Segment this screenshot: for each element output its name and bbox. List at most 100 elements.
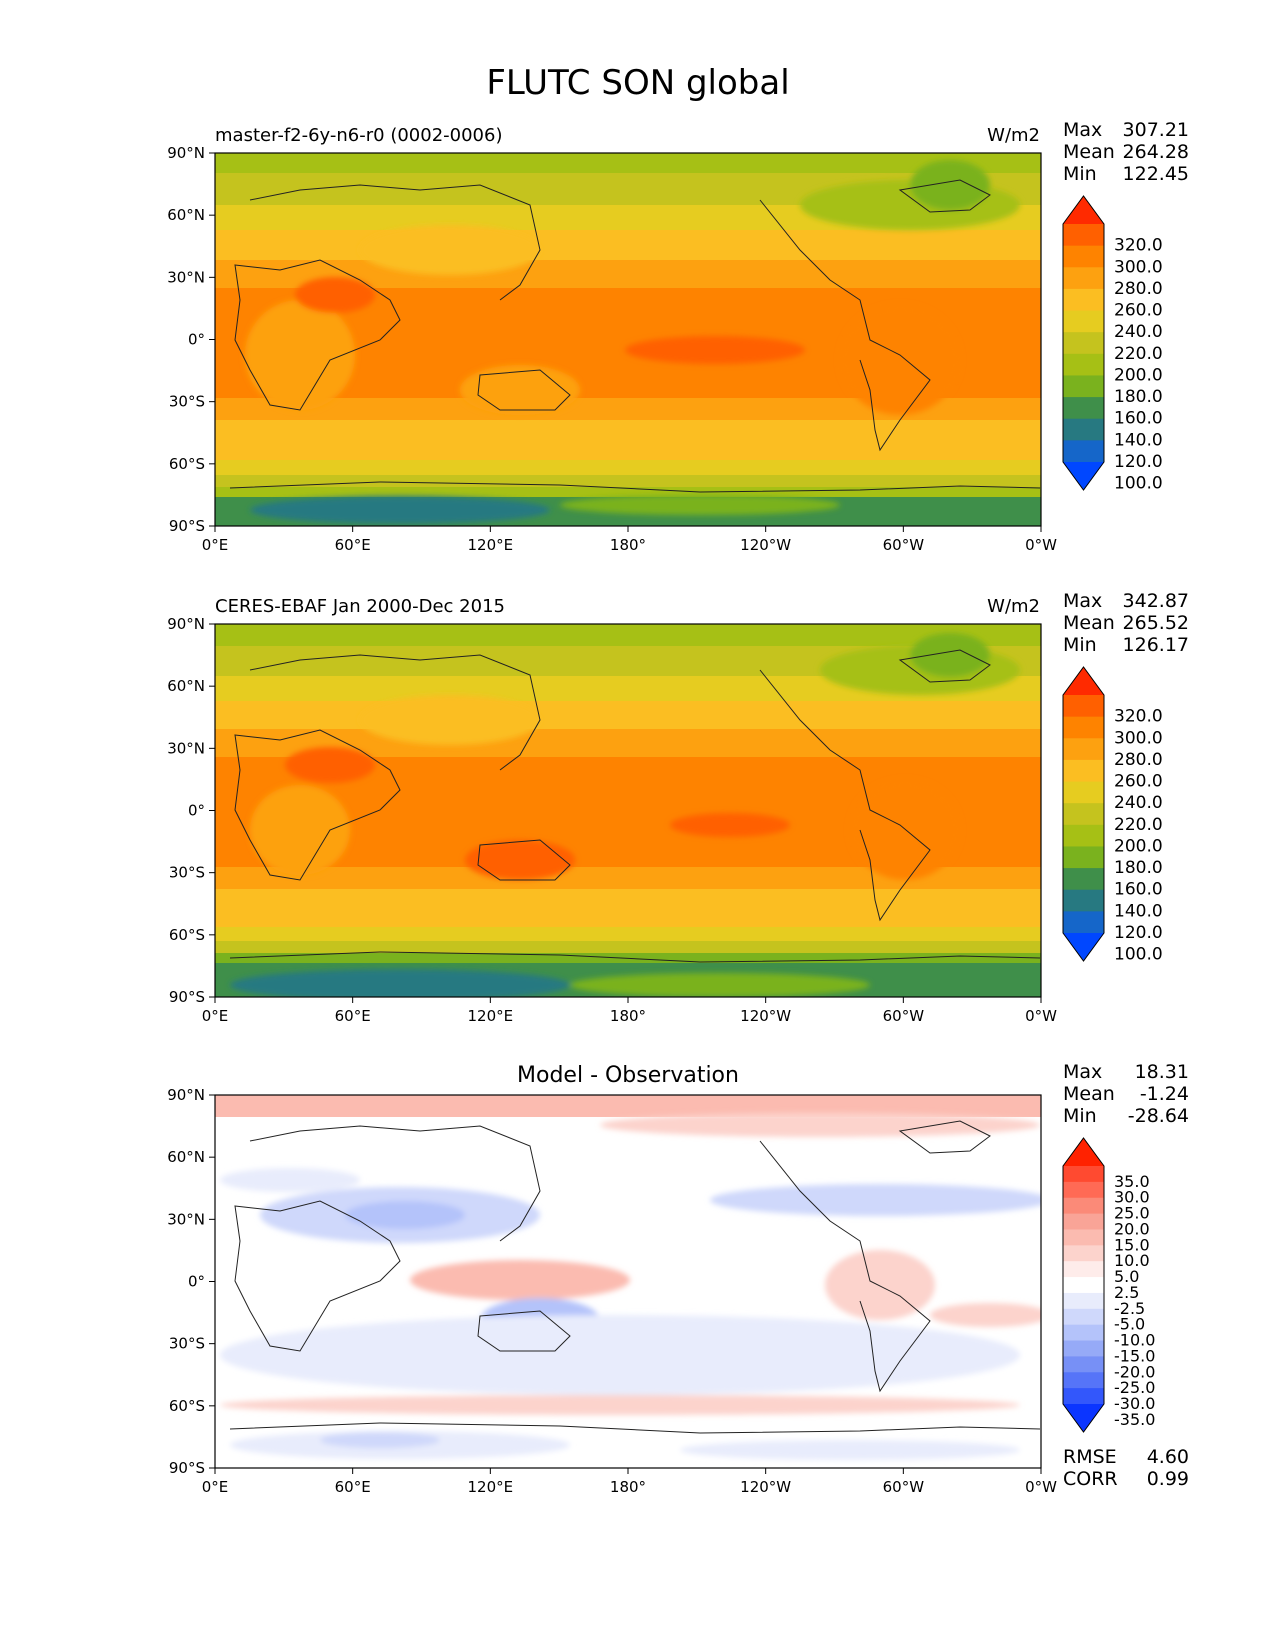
colorbar-segment	[1063, 695, 1104, 718]
y-tick-label: 60°N	[167, 1148, 205, 1166]
x-tick-label: 0°E	[202, 1007, 229, 1025]
stat-value: 307.21	[1123, 119, 1189, 141]
y-tick-label: 60°S	[169, 1397, 205, 1415]
colorbar-segment	[1063, 1197, 1104, 1215]
y-tick-label: 30°N	[167, 739, 205, 757]
colorbar-tick-label: 30.0	[1114, 1188, 1150, 1207]
colorbar-tick-label: 300.0	[1114, 257, 1163, 277]
colorbar-tick-label: 220.0	[1114, 344, 1163, 364]
x-tick-label: 0°E	[202, 536, 229, 554]
x-tick-label: 60°E	[335, 1007, 371, 1025]
colorbar-tick-label: 280.0	[1114, 750, 1163, 770]
figure-title: FLUTC SON global	[486, 63, 789, 103]
colorbar-segment	[1063, 1277, 1104, 1294]
colorbar-segment	[1063, 224, 1104, 247]
colorbar-tick-label: -20.0	[1114, 1362, 1155, 1381]
stat-value: 4.60	[1147, 1446, 1189, 1468]
colorbar-tick-label: 180.0	[1114, 858, 1163, 878]
colorbar-tick-label: -35.0	[1114, 1410, 1155, 1429]
colorbar-tick-label: 200.0	[1114, 365, 1163, 385]
x-tick-label: 0°W	[1025, 536, 1057, 554]
x-tick-label: 120°W	[740, 1478, 791, 1496]
colorbar-upper-extension	[1063, 196, 1104, 224]
colorbar-tick-label: 100.0	[1114, 474, 1163, 494]
x-tick-label: 120°E	[468, 1007, 514, 1025]
colorbar-segment	[1063, 440, 1104, 463]
stat-value: 18.31	[1135, 1061, 1189, 1083]
colorbar-tick-label: 320.0	[1114, 707, 1163, 727]
colorbar-outline	[1062, 666, 1105, 962]
x-tick-label: 0°E	[202, 1478, 229, 1496]
colorbar-segment	[1063, 397, 1104, 420]
stat-value: -28.64	[1128, 1105, 1189, 1127]
colorbar-tick-label: 2.5	[1114, 1283, 1139, 1302]
y-tick-label: 60°S	[169, 455, 205, 473]
colorbar-tick-label: -15.0	[1114, 1346, 1155, 1365]
y-tick-label: 60°N	[167, 206, 205, 224]
colorbar-segment	[1063, 759, 1104, 783]
y-tick-label: 90°N	[167, 1086, 205, 1104]
colorbar-tick-label: 35.0	[1114, 1172, 1150, 1191]
y-tick-label: 0°	[188, 1273, 205, 1291]
colorbar-tick-label: 120.0	[1114, 452, 1163, 472]
x-tick-label: 120°W	[740, 536, 791, 554]
colorbar-tick-label: 220.0	[1114, 815, 1163, 835]
colorbar-tick-label: 15.0	[1114, 1235, 1150, 1254]
colorbar-tick-label: 5.0	[1114, 1267, 1139, 1286]
stat-label: Mean	[1063, 1083, 1115, 1105]
colorbar-tick-label: -25.0	[1114, 1378, 1155, 1397]
colorbar-tick-label: 240.0	[1114, 322, 1163, 342]
colorbar-tick-label: 200.0	[1114, 836, 1163, 856]
colorbar-upper-extension	[1063, 1138, 1104, 1166]
x-tick-label: 180°	[610, 1478, 646, 1496]
x-tick-label: 60°E	[335, 536, 371, 554]
panel-units-obs: W/m2	[987, 596, 1040, 617]
stat-label: CORR	[1063, 1468, 1118, 1490]
y-tick-label: 90°N	[167, 144, 205, 162]
stat-label: Max	[1063, 119, 1102, 141]
colorbar-outline	[1062, 1137, 1105, 1433]
colorbar-outline	[1062, 195, 1105, 491]
colorbar-segment	[1063, 245, 1104, 268]
colorbar-segment	[1063, 353, 1104, 377]
stat-value: 265.52	[1123, 612, 1189, 634]
stat-value: 0.99	[1147, 1468, 1189, 1490]
colorbar-lower-extension	[1063, 1404, 1104, 1432]
x-tick-label: 60°W	[883, 1478, 925, 1496]
colorbar-tick-label: 320.0	[1114, 236, 1163, 256]
x-tick-label: 120°W	[740, 1007, 791, 1025]
colorbar-tick-label: 140.0	[1114, 901, 1163, 921]
colorbar-tick-label: 140.0	[1114, 430, 1163, 450]
colorbar-segment	[1063, 418, 1104, 441]
colorbar-segment	[1063, 288, 1104, 312]
map-field-model	[215, 153, 1041, 526]
colorbar-tick-label: 300.0	[1114, 728, 1163, 748]
x-tick-label: 0°W	[1025, 1007, 1057, 1025]
stat-label: Min	[1063, 634, 1097, 656]
map-field-diff	[215, 1095, 1041, 1468]
colorbar-segment	[1063, 1245, 1104, 1262]
colorbar-tick-label: 260.0	[1114, 301, 1163, 321]
colorbar-segment	[1063, 1324, 1104, 1342]
x-tick-label: 60°W	[883, 1007, 925, 1025]
colorbar-segment	[1063, 1213, 1104, 1231]
colorbar-segment	[1063, 1308, 1104, 1326]
colorbar-tick-label: 260.0	[1114, 772, 1163, 792]
y-tick-label: 60°S	[169, 926, 205, 944]
colorbar-tick-label: 240.0	[1114, 793, 1163, 813]
y-tick-label: 60°N	[167, 677, 205, 695]
panel-left-title-model: master-f2-6y-n6-r0 (0002-0006)	[215, 125, 502, 146]
stat-value: -1.24	[1140, 1083, 1189, 1105]
x-tick-label: 120°E	[468, 1478, 514, 1496]
colorbar-segment	[1063, 868, 1104, 891]
colorbar-segment	[1063, 267, 1104, 290]
colorbar-upper-extension	[1063, 667, 1104, 695]
colorbar-tick-label: 100.0	[1114, 945, 1163, 965]
y-tick-label: 0°	[188, 331, 205, 349]
colorbar-tick-label: -30.0	[1114, 1394, 1155, 1413]
y-tick-label: 90°S	[169, 517, 205, 535]
colorbar-segment	[1063, 846, 1104, 869]
panel-obs: CERES-EBAF Jan 2000-Dec 2015 W/m2 0°E 60°…	[167, 590, 1189, 1025]
colorbar-segment	[1063, 1181, 1104, 1199]
colorbar-tick-label: 120.0	[1114, 923, 1163, 943]
